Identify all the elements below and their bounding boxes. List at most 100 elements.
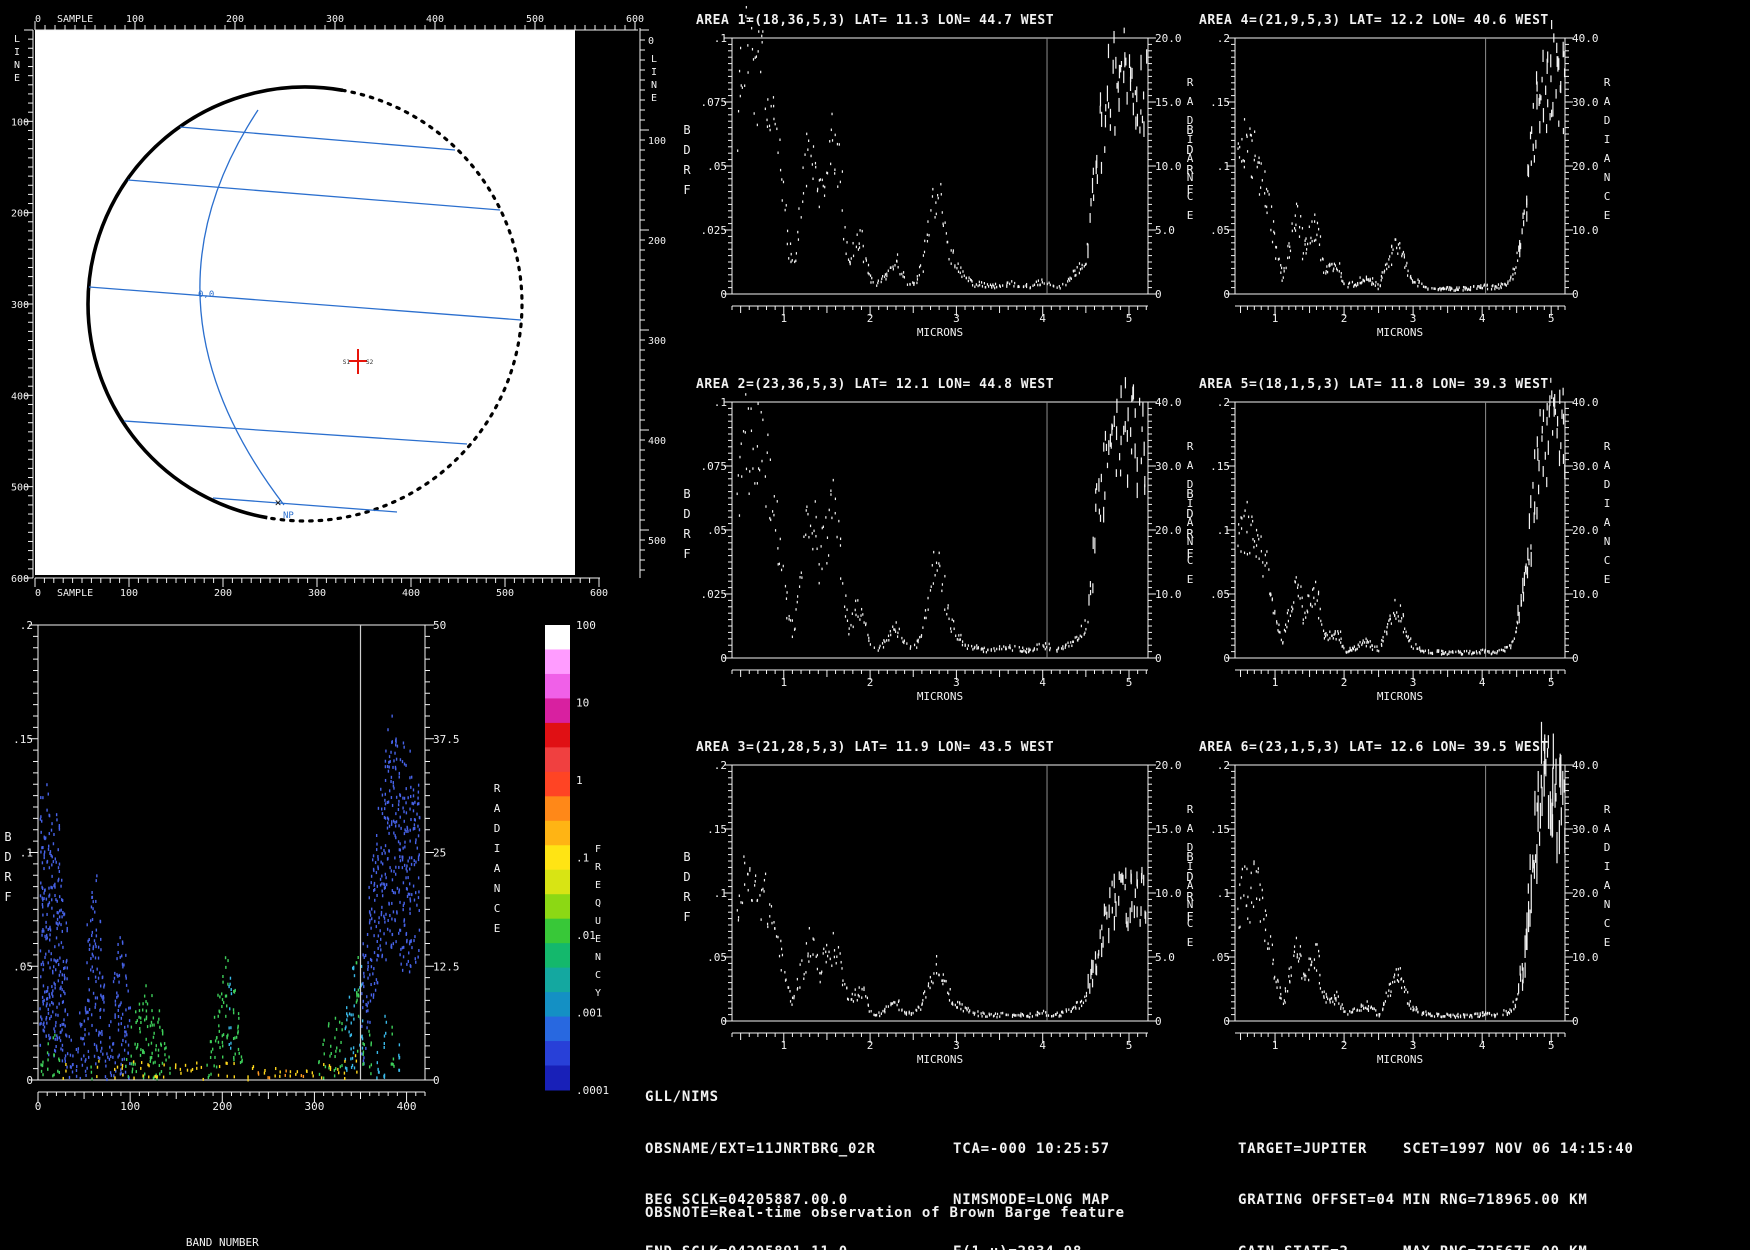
svg-text:500: 500 [496, 588, 514, 599]
svg-text:40.0: 40.0 [1155, 396, 1182, 409]
svg-text:B: B [1186, 850, 1193, 864]
svg-text:E: E [1604, 573, 1611, 586]
svg-text:100: 100 [648, 136, 666, 147]
svg-text:4: 4 [1039, 1039, 1046, 1052]
svg-text:E: E [595, 934, 601, 945]
svg-text:A: A [1604, 95, 1611, 108]
svg-text:L: L [14, 34, 20, 45]
svg-text:S1: S1 [343, 359, 351, 366]
svg-text:100: 100 [120, 588, 138, 599]
svg-text:.05: .05 [1210, 224, 1230, 237]
svg-text:Y: Y [595, 988, 601, 999]
svg-text:E: E [1604, 209, 1611, 222]
svg-text:3: 3 [1410, 312, 1417, 325]
svg-text:1: 1 [780, 1039, 787, 1052]
spectrum-area4: AREA 4=(21,9,5,3) LAT= 12.2 LON= 40.6 WE… [1186, 13, 1610, 339]
svg-text:0: 0 [720, 1015, 727, 1028]
svg-text:D: D [1187, 114, 1194, 127]
svg-text:NP: NP [283, 511, 294, 521]
spectrum-points [1237, 377, 1566, 656]
svg-text:E: E [1604, 936, 1611, 949]
planet-limb [86, 85, 524, 523]
spectrum-area3: AREA 3=(21,28,5,3) LAT= 11.9 LON= 43.5 W… [683, 740, 1193, 1066]
svg-text:300: 300 [308, 588, 326, 599]
svg-text:.025: .025 [701, 224, 728, 237]
svg-text:.025: .025 [701, 588, 728, 601]
svg-text:5: 5 [1126, 1039, 1133, 1052]
svg-text:D: D [1186, 507, 1193, 521]
svg-text:30.0: 30.0 [1572, 96, 1599, 109]
svg-text:A: A [1187, 459, 1194, 472]
svg-text:AREA 4=(21,9,5,3) LAT= 12.2 L: AREA 4=(21,9,5,3) LAT= 12.2 LON= 40.6 WE… [1199, 13, 1549, 28]
svg-text:500: 500 [648, 536, 666, 547]
svg-text:AREA 5=(18,1,5,3) LAT= 11.8 L: AREA 5=(18,1,5,3) LAT= 11.8 LON= 39.3 WE… [1199, 377, 1549, 392]
svg-text:C: C [1604, 190, 1611, 203]
svg-text:MICRONS: MICRONS [917, 690, 963, 703]
svg-text:20.0: 20.0 [1155, 524, 1182, 537]
svg-text:A: A [494, 802, 501, 815]
svg-text:N: N [1187, 535, 1194, 548]
svg-text:.1: .1 [576, 852, 589, 865]
spectrum-points [737, 5, 1148, 290]
svg-text:D: D [683, 870, 690, 884]
svg-text:✕: ✕ [275, 496, 282, 509]
obsname-line: OBSNAME/EXT=11JNRTBRG_02R [645, 1141, 876, 1157]
svg-text:4: 4 [1479, 312, 1486, 325]
svg-text:0: 0 [720, 288, 727, 301]
svg-text:I: I [1604, 497, 1611, 510]
svg-text:N: N [651, 80, 657, 91]
spectrum-area2: AREA 2=(23,36,5,3) LAT= 12.1 LON= 44.8 W… [683, 377, 1193, 703]
svg-text:600: 600 [11, 574, 29, 585]
svg-text:C: C [595, 970, 601, 981]
svg-text:1: 1 [1272, 676, 1279, 689]
svg-text:E: E [1187, 209, 1194, 222]
svg-text:N: N [14, 60, 20, 71]
target-cursor-cross: S1 S2 [343, 349, 374, 374]
svg-text:F: F [1186, 183, 1193, 197]
svg-text:400: 400 [648, 436, 666, 447]
svg-text:I: I [651, 67, 657, 78]
svg-text:1: 1 [1272, 312, 1279, 325]
svg-text:20.0: 20.0 [1572, 160, 1599, 173]
svg-text:5: 5 [1126, 676, 1133, 689]
svg-text:E: E [494, 922, 501, 935]
svg-text:100: 100 [120, 1100, 140, 1113]
nimsmode-line: NIMSMODE=LONG MAP [953, 1192, 1110, 1209]
svg-text:.0001: .0001 [576, 1084, 609, 1097]
svg-text:5: 5 [1548, 1039, 1555, 1052]
svg-text:F: F [4, 890, 11, 904]
svg-text:B: B [683, 487, 690, 501]
svg-text:.2: .2 [714, 759, 727, 772]
svg-text:I: I [1187, 133, 1194, 146]
metadata-column-2: TCA=-000 10:25:57 NIMSMODE=LONG MAP F(1 … [953, 1108, 1110, 1250]
svg-text:R: R [4, 870, 12, 884]
lat-lon-graticule: 0,0 [88, 109, 522, 513]
svg-text:D: D [494, 822, 501, 835]
svg-text:20.0: 20.0 [1155, 32, 1182, 45]
svg-text:100: 100 [126, 14, 144, 25]
svg-text:R: R [595, 862, 602, 873]
svg-text:R: R [1187, 76, 1194, 89]
svg-text:.1: .1 [20, 847, 33, 860]
flux-line: F(1 u)=2834.98 [953, 1243, 1110, 1250]
svg-text:20.0: 20.0 [1572, 887, 1599, 900]
svg-text:F: F [683, 183, 690, 197]
svg-text:3: 3 [953, 1039, 960, 1052]
svg-text:R: R [1604, 803, 1611, 816]
svg-text:2: 2 [867, 312, 874, 325]
svg-text:B: B [683, 123, 690, 137]
svg-text:30.0: 30.0 [1572, 823, 1599, 836]
svg-text:S2: S2 [366, 359, 374, 366]
svg-text:.05: .05 [13, 960, 33, 973]
svg-text:B: B [1186, 123, 1193, 137]
svg-text:.05: .05 [1210, 951, 1230, 964]
svg-text:A: A [1187, 152, 1194, 165]
svg-text:12.5: 12.5 [433, 960, 460, 973]
svg-text:.075: .075 [701, 96, 728, 109]
grating-line: GRATING OFFSET=04 [1238, 1192, 1395, 1209]
svg-text:.075: .075 [701, 460, 728, 473]
svg-text:E: E [1187, 573, 1194, 586]
svg-text:.001: .001 [576, 1007, 603, 1020]
